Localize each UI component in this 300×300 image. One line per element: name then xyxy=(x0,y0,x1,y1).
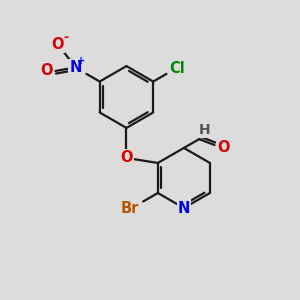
Text: N: N xyxy=(69,60,82,75)
Text: O: O xyxy=(120,150,133,165)
Text: H: H xyxy=(199,123,210,137)
Text: O: O xyxy=(40,63,52,78)
Text: Br: Br xyxy=(121,201,139,216)
Text: -: - xyxy=(63,32,68,44)
Text: O: O xyxy=(52,37,64,52)
Text: +: + xyxy=(77,56,85,66)
Text: O: O xyxy=(218,140,230,155)
Text: N: N xyxy=(178,200,190,215)
Text: Cl: Cl xyxy=(169,61,185,76)
